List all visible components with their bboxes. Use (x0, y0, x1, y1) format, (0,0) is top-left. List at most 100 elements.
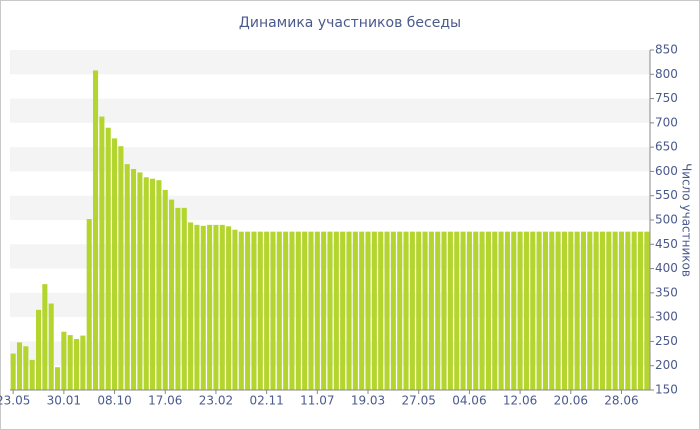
x-tick-label: 30.01 (47, 394, 81, 408)
bar (283, 231, 289, 390)
bar (80, 335, 86, 390)
bar (561, 231, 567, 390)
x-tick-label: 04.06 (452, 394, 486, 408)
bar (359, 231, 365, 390)
chart-title: Динамика участников беседы (239, 15, 461, 31)
bar (181, 207, 187, 390)
bar (175, 207, 181, 390)
bar (48, 303, 54, 390)
bar (447, 231, 453, 390)
bar (618, 231, 625, 390)
y-tick-label: 250 (655, 334, 678, 348)
bar (612, 231, 618, 390)
bar (352, 231, 358, 390)
bar (416, 231, 422, 390)
y-tick-label: 350 (655, 285, 678, 299)
bar (593, 231, 599, 390)
bar (460, 231, 466, 390)
y-tick-label: 700 (655, 115, 678, 129)
x-tick-label: 23.02 (199, 394, 233, 408)
bar (371, 231, 377, 390)
bar (295, 231, 301, 390)
bar (574, 231, 580, 390)
y-tick-label: 850 (655, 43, 678, 57)
bar (555, 231, 561, 390)
bar (35, 309, 42, 390)
bar (631, 231, 637, 390)
bar (390, 231, 396, 390)
y-tick-label: 450 (655, 237, 678, 251)
bar (74, 339, 80, 390)
bar (270, 231, 276, 390)
bar (403, 231, 409, 390)
bar (466, 231, 472, 390)
bar (200, 225, 206, 390)
bar (188, 222, 194, 390)
y-tick-label: 800 (655, 67, 678, 81)
x-tick-label: 12.06 (503, 394, 537, 408)
bar (54, 367, 61, 390)
bar (587, 231, 593, 390)
bar (422, 231, 428, 390)
bar (498, 231, 504, 390)
bar (517, 231, 523, 390)
bar (264, 231, 270, 390)
bar (625, 231, 631, 390)
bar (226, 226, 232, 390)
bar (536, 231, 542, 390)
x-tick-label: 08.10 (97, 394, 131, 408)
bar (327, 231, 333, 390)
bar (112, 138, 118, 390)
bar (207, 224, 213, 390)
bar (23, 346, 29, 390)
y-tick-label: 600 (655, 164, 678, 178)
bar (16, 342, 23, 390)
bar (321, 231, 327, 390)
bar (86, 219, 92, 390)
bar (143, 177, 149, 390)
bar (99, 116, 105, 391)
bar (93, 70, 99, 391)
bar (150, 178, 156, 390)
bar (599, 231, 606, 390)
bar (397, 231, 403, 390)
x-tick-label: 20.06 (554, 394, 588, 408)
bar (289, 231, 295, 390)
bar (302, 231, 308, 390)
y-tick-label: 500 (655, 213, 678, 227)
bar (530, 231, 536, 390)
bar (194, 224, 200, 390)
bar (568, 231, 574, 390)
y-tick-label: 750 (655, 91, 678, 105)
bar (219, 224, 225, 390)
bar (346, 231, 352, 390)
bar (238, 231, 244, 390)
x-tick-label: 11.07 (300, 394, 334, 408)
y-tick-label: 150 (655, 383, 678, 397)
x-tick-label: 17.06 (148, 394, 182, 408)
bar (131, 169, 137, 390)
bar (428, 231, 434, 390)
bar (333, 231, 339, 390)
bar (384, 231, 390, 390)
bar (511, 231, 517, 390)
bar (492, 231, 498, 390)
bar (365, 231, 371, 390)
y-tick-label: 200 (655, 358, 678, 372)
bar (162, 189, 168, 390)
bar (232, 229, 238, 390)
bar (156, 180, 162, 390)
y-tick-label: 400 (655, 261, 678, 275)
bar (42, 284, 48, 390)
bar (409, 231, 415, 390)
bar (29, 359, 35, 390)
bar (245, 231, 251, 390)
x-tick-label: 02.11 (249, 394, 283, 408)
bar (542, 231, 548, 390)
bar (485, 231, 491, 390)
bar (137, 172, 143, 390)
bar (61, 331, 67, 390)
bar (435, 231, 441, 390)
bar (606, 231, 612, 390)
